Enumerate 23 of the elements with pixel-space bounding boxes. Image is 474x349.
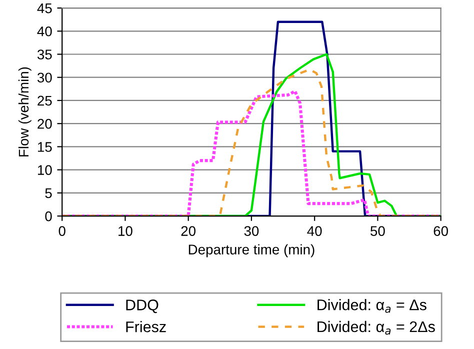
y-tick-label: 40 (37, 26, 52, 36)
y-tick-label: 0 (45, 211, 52, 222)
legend-label: DDQ (126, 300, 158, 314)
y-tick-label: 45 (37, 4, 52, 14)
x-tick-label: 60 (434, 226, 448, 236)
legend-label: Friesz (126, 321, 166, 332)
x-tick-label: 0 (58, 226, 66, 236)
legend-label: Divided: α$_{a}$ = Δs (318, 299, 426, 313)
x-tick-label: 30 (244, 226, 259, 236)
legend-label: Divided: α$_{a}$ = 2Δs (318, 320, 435, 335)
y-tick-label: 35 (37, 50, 52, 60)
y-tick-label: 30 (37, 72, 52, 83)
y-axis-title: Flow (veh/min) (18, 67, 32, 156)
y-tick-label: 10 (38, 165, 52, 175)
y-tick-label: 25 (38, 96, 52, 106)
x-tick-label: 10 (118, 226, 132, 236)
y-tick-label: 15 (38, 142, 52, 152)
x-tick-label: 50 (370, 226, 385, 236)
y-tick-label: 20 (38, 118, 52, 129)
x-tick-label: 20 (181, 226, 196, 236)
x-axis-title: Departure time (min) (188, 244, 314, 258)
x-tick-label: 40 (307, 226, 322, 236)
y-tick-label: 5 (45, 188, 52, 198)
